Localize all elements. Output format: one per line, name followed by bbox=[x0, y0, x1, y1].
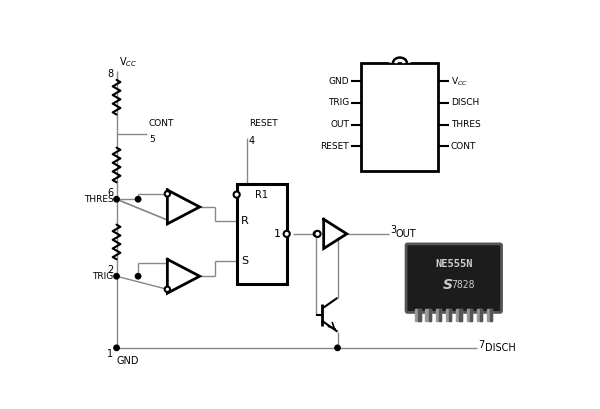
Text: THRES: THRES bbox=[451, 120, 481, 129]
Text: 4: 4 bbox=[249, 136, 255, 146]
Bar bbox=[487, 309, 493, 321]
Bar bbox=[449, 309, 451, 321]
Text: 1: 1 bbox=[274, 229, 281, 239]
Bar bbox=[446, 309, 451, 321]
Text: 2: 2 bbox=[107, 265, 113, 275]
Text: S: S bbox=[241, 256, 248, 266]
Bar bbox=[236, 184, 287, 284]
Bar bbox=[477, 309, 482, 321]
Text: DISCH: DISCH bbox=[485, 343, 515, 353]
Bar bbox=[428, 309, 431, 321]
Bar bbox=[456, 309, 461, 321]
Circle shape bbox=[314, 231, 320, 237]
Text: 4: 4 bbox=[366, 142, 371, 151]
Text: R: R bbox=[241, 216, 248, 226]
Text: GND: GND bbox=[116, 355, 139, 366]
Bar bbox=[490, 309, 493, 321]
Bar bbox=[415, 309, 421, 321]
Text: 7: 7 bbox=[428, 99, 434, 108]
Bar bbox=[480, 309, 482, 321]
Text: NE555N: NE555N bbox=[435, 259, 473, 269]
Text: 7828: 7828 bbox=[451, 280, 475, 290]
Text: 7: 7 bbox=[478, 340, 485, 350]
Text: CONT: CONT bbox=[451, 142, 476, 151]
Text: CONT: CONT bbox=[149, 119, 174, 128]
FancyBboxPatch shape bbox=[406, 244, 502, 312]
Text: 3: 3 bbox=[391, 225, 397, 235]
Bar bbox=[425, 309, 431, 321]
Text: 5: 5 bbox=[428, 142, 434, 151]
Text: V$_{CC}$: V$_{CC}$ bbox=[119, 55, 137, 69]
Text: R1: R1 bbox=[255, 190, 268, 200]
Text: 1: 1 bbox=[366, 77, 372, 86]
Text: 3: 3 bbox=[366, 120, 372, 129]
Text: THRES: THRES bbox=[84, 195, 113, 204]
Circle shape bbox=[114, 197, 119, 202]
Bar bbox=[460, 309, 461, 321]
Circle shape bbox=[284, 231, 290, 237]
Circle shape bbox=[114, 345, 119, 351]
Text: 8: 8 bbox=[428, 77, 434, 86]
Text: DISCH: DISCH bbox=[451, 99, 479, 108]
Text: 8: 8 bbox=[107, 70, 113, 79]
Circle shape bbox=[313, 231, 319, 236]
Circle shape bbox=[114, 274, 119, 279]
Text: 1: 1 bbox=[107, 349, 113, 360]
Text: TRIG: TRIG bbox=[92, 272, 113, 281]
Text: OUT: OUT bbox=[330, 120, 349, 129]
Circle shape bbox=[233, 191, 240, 198]
Text: 5: 5 bbox=[149, 135, 155, 144]
Text: V$_{CC}$: V$_{CC}$ bbox=[451, 75, 468, 88]
Bar bbox=[418, 309, 421, 321]
Text: S: S bbox=[443, 278, 452, 292]
Circle shape bbox=[164, 287, 170, 292]
Circle shape bbox=[136, 274, 141, 279]
Text: TRIG: TRIG bbox=[328, 99, 349, 108]
Text: RESET: RESET bbox=[249, 119, 278, 128]
Circle shape bbox=[136, 197, 141, 202]
Text: OUT: OUT bbox=[395, 229, 416, 239]
Bar bbox=[467, 309, 472, 321]
Bar bbox=[361, 63, 439, 171]
Circle shape bbox=[335, 345, 340, 351]
Text: 6: 6 bbox=[428, 120, 434, 129]
Bar bbox=[470, 309, 472, 321]
Circle shape bbox=[164, 191, 170, 197]
Bar bbox=[436, 309, 441, 321]
Text: 6: 6 bbox=[107, 188, 113, 198]
Text: GND: GND bbox=[328, 77, 349, 86]
Text: 2: 2 bbox=[366, 99, 371, 108]
Text: RESET: RESET bbox=[320, 142, 349, 151]
Bar bbox=[439, 309, 441, 321]
